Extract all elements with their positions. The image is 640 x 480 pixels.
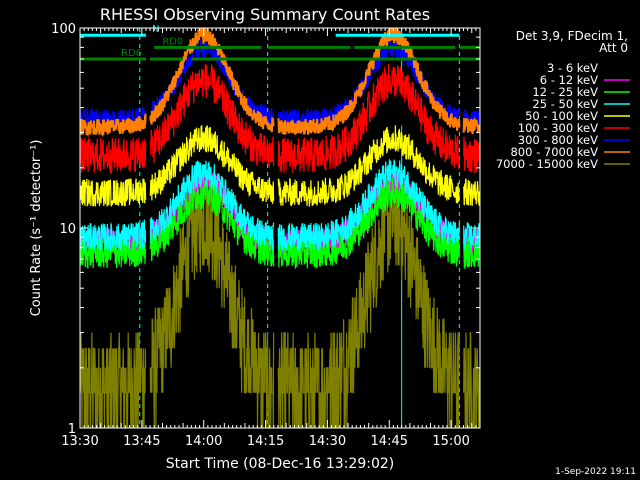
series-line bbox=[80, 37, 480, 130]
series-line bbox=[80, 63, 480, 174]
y-tick-label: 100 bbox=[51, 22, 76, 37]
series-group bbox=[80, 28, 480, 428]
x-tick-label: 13:30 bbox=[61, 434, 98, 449]
series-line bbox=[80, 159, 480, 252]
legend-label: 6 - 12 keV bbox=[540, 73, 598, 87]
legend-label: 100 - 300 keV bbox=[518, 121, 598, 135]
x-tick-label: 14:15 bbox=[247, 434, 284, 449]
y-tick-label: 10 bbox=[59, 222, 76, 237]
timestamp: 1-Sep-2022 19:11 bbox=[555, 467, 636, 477]
x-tick-label: 14:45 bbox=[371, 434, 408, 449]
x-axis-label: Start Time (08-Dec-16 13:29:02) bbox=[166, 456, 394, 472]
flag-bar-label: RD6 bbox=[121, 48, 142, 59]
chart-title: RHESSI Observing Summary Count Rates bbox=[100, 5, 430, 24]
x-tick-label: 14:30 bbox=[309, 434, 346, 449]
legend-label: 7000 - 15000 keV bbox=[496, 157, 598, 171]
axes: 1 10 100 13:30 13:45 14:00 14:15 14:30 14:45 15:0… bbox=[51, 22, 481, 449]
series-line bbox=[80, 28, 480, 138]
legend-label: 3 - 6 keV bbox=[547, 61, 598, 75]
flag-bar-label: RD0 bbox=[162, 36, 183, 47]
series-line bbox=[80, 177, 480, 270]
legend-label: 50 - 100 keV bbox=[525, 109, 598, 123]
legend-label: 800 - 7000 keV bbox=[510, 145, 598, 159]
series-line bbox=[80, 125, 480, 208]
y-tick-label: 1 bbox=[68, 422, 76, 437]
legend-label: 12 - 25 keV bbox=[532, 85, 598, 99]
y-axis-label: Count Rate (s⁻¹ detector⁻¹) bbox=[29, 140, 44, 317]
flag-bar-label: N bbox=[152, 24, 159, 35]
x-tick-label: 15:00 bbox=[432, 434, 469, 449]
x-tick-label: 13:45 bbox=[123, 434, 160, 449]
legend-label: 300 - 800 keV bbox=[518, 133, 598, 147]
legend-label: 25 - 50 keV bbox=[532, 97, 598, 111]
legend-header-line-2: Att 0 bbox=[599, 41, 628, 55]
x-tick-label: 14:00 bbox=[185, 434, 222, 449]
legend-header-line-1: Det 3,9, FDecim 1, bbox=[516, 29, 628, 43]
